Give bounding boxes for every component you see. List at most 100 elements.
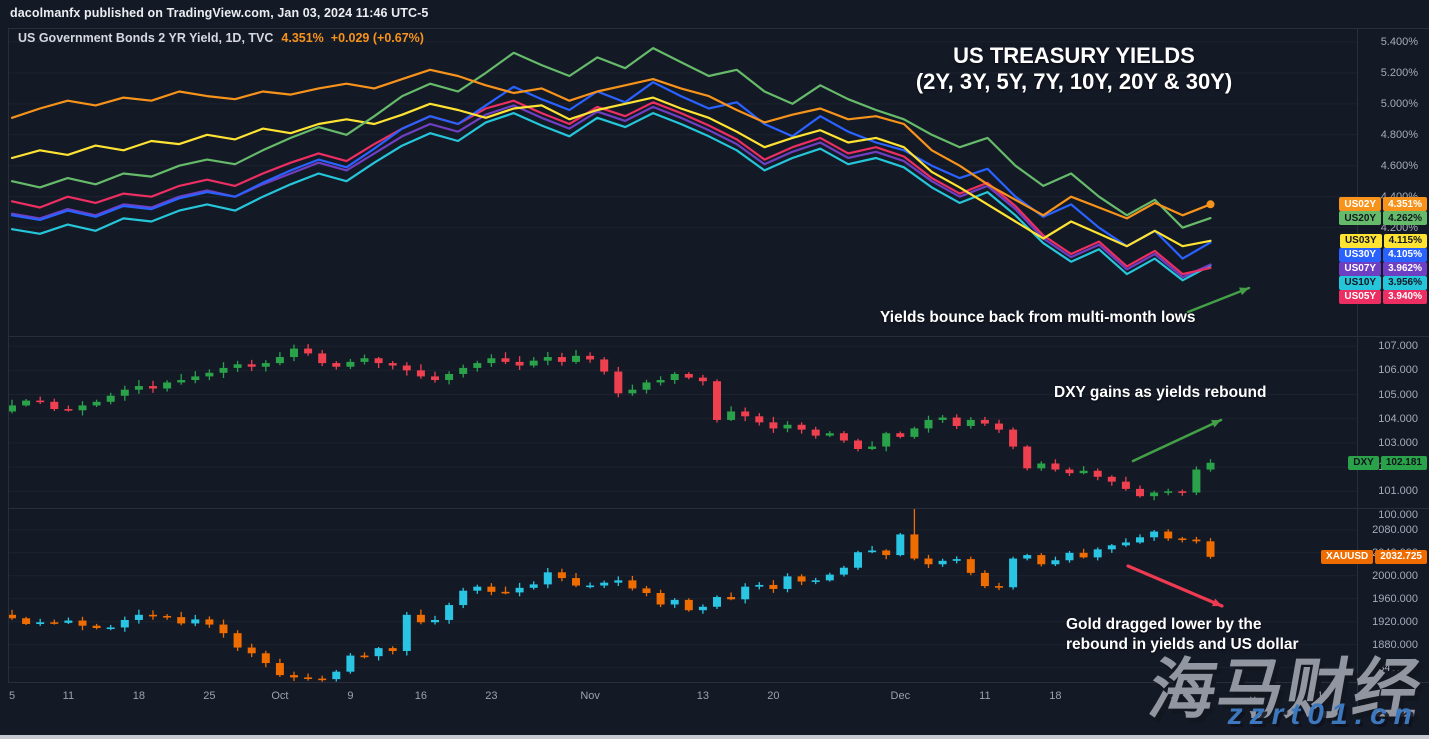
time-tick: 13 <box>696 690 710 702</box>
candle-dxy <box>388 363 397 366</box>
candle-gold <box>1051 560 1060 565</box>
candle-dxy <box>445 373 454 381</box>
candle-gold <box>304 677 313 680</box>
annotation-arrow <box>1126 564 1224 608</box>
price-tick-gold: 1840.000 <box>1372 661 1418 674</box>
candle-gold <box>388 648 397 651</box>
candle-dxy <box>938 417 947 420</box>
yield-line-us07y[interactable] <box>10 104 1212 279</box>
yield-line-us30y[interactable] <box>10 81 1212 260</box>
candle-dxy <box>656 380 665 383</box>
candle-gold <box>557 572 566 579</box>
candle-dxy <box>684 373 693 378</box>
candle-dxy <box>106 395 115 402</box>
candle-gold <box>684 599 693 611</box>
panel-separator-1[interactable] <box>8 336 1429 337</box>
candle-gold <box>120 619 129 628</box>
candle-gold <box>910 534 919 559</box>
candle-dxy <box>769 422 778 429</box>
symbol-chip-us30y: US30Y <box>1339 247 1382 262</box>
candle-dxy <box>1164 491 1173 493</box>
candle-gold <box>670 599 679 605</box>
candle-dxy <box>924 419 933 429</box>
symbol-chip-us02y: US02Y <box>1339 197 1382 212</box>
time-tick: Dec <box>890 690 911 702</box>
symbol-chip-us05y: US05Y <box>1339 289 1382 304</box>
symbol-chip-xauusd: XAUUSD <box>1321 549 1374 564</box>
chart-top-border <box>8 28 1429 29</box>
candle-dxy <box>9 405 16 412</box>
candle-gold <box>374 648 383 657</box>
candle-gold <box>134 614 143 620</box>
candle-gold <box>952 559 961 561</box>
candle-dxy <box>304 348 313 354</box>
candle-dxy <box>290 348 298 358</box>
time-tick: 9 <box>347 690 354 702</box>
candle-gold <box>1009 558 1018 588</box>
candle-dxy <box>572 355 580 362</box>
candle-dxy <box>529 360 538 366</box>
price-label-us30y: US30Y 4.105% <box>1339 247 1427 262</box>
candle-dxy <box>50 401 59 410</box>
legend-title[interactable]: US Government Bonds 2 YR Yield, 1D, TVC <box>18 31 274 45</box>
candle-dxy <box>1192 469 1201 493</box>
yield-line-us03y[interactable] <box>10 96 1212 248</box>
candle-dxy <box>868 446 877 449</box>
price-tick-dxy: 106.000 <box>1378 364 1418 377</box>
symbol-chip-us07y: US07Y <box>1339 261 1382 276</box>
candle-dxy <box>92 401 101 406</box>
panel-dxy[interactable] <box>8 344 1357 515</box>
candle-gold <box>346 655 355 672</box>
candle-dxy <box>149 386 157 389</box>
price-tick-dxy: 100.000 <box>1378 509 1418 522</box>
candle-gold <box>1121 542 1130 546</box>
candle-dxy <box>374 358 383 364</box>
candle-dxy <box>431 376 439 381</box>
candle-dxy <box>473 363 482 368</box>
candle-dxy <box>980 419 989 424</box>
symbol-chip-us20y: US20Y <box>1339 211 1382 226</box>
candle-gold <box>431 619 439 623</box>
yield-line-us20y[interactable] <box>10 46 1212 229</box>
candle-dxy <box>332 363 341 367</box>
yield-line-us02y[interactable] <box>10 68 1212 220</box>
candle-gold <box>783 576 792 589</box>
value-chip-us03y: 4.115% <box>1383 233 1427 248</box>
candle-gold <box>1164 531 1173 539</box>
symbol-chip-us03y: US03Y <box>1339 233 1382 248</box>
candle-gold <box>1192 539 1201 542</box>
candle-dxy <box>642 382 651 390</box>
candle-gold <box>825 574 834 581</box>
panel-yields[interactable] <box>9 41 1357 282</box>
candle-gold <box>64 620 73 623</box>
panel-gold[interactable] <box>8 498 1357 682</box>
yield-line-us05y[interactable] <box>10 99 1212 276</box>
price-label-us20y: US20Y 4.262% <box>1339 211 1427 226</box>
candle-dxy <box>797 424 806 430</box>
candle-dxy <box>1150 492 1159 497</box>
panel-separator-2[interactable] <box>8 508 1429 509</box>
price-tick-dxy: 101.000 <box>1378 485 1418 498</box>
dxy-note-annotation: DXY gains as yields rebound <box>1054 384 1267 401</box>
price-tick-dxy: 107.000 <box>1378 340 1418 353</box>
price-tick-dxy: 103.000 <box>1378 436 1418 449</box>
candle-gold <box>572 578 580 586</box>
time-tick: 18 <box>132 690 146 702</box>
value-chip-us20y: 4.262% <box>1383 211 1427 226</box>
candle-dxy <box>698 377 707 382</box>
gold-note-line1: Gold dragged lower by the <box>1066 616 1262 633</box>
yield-line-us10y[interactable] <box>10 111 1212 282</box>
time-tick: Oct <box>271 690 289 702</box>
legend-change: +0.029 (+0.67%) <box>330 31 424 45</box>
price-tick-dxy: 105.000 <box>1378 388 1418 401</box>
price-label-us07y: US07Y 3.962% <box>1339 261 1427 276</box>
chart-left-border <box>8 28 9 682</box>
candle-gold <box>896 534 905 556</box>
candle-dxy <box>1009 429 1018 447</box>
candle-dxy <box>120 389 129 396</box>
candle-dxy <box>741 411 750 417</box>
symbol-legend[interactable]: US Government Bonds 2 YR Yield, 1D, TVC 4… <box>18 31 424 45</box>
gold-note-line2: rebound in yields and US dollar <box>1066 636 1299 653</box>
